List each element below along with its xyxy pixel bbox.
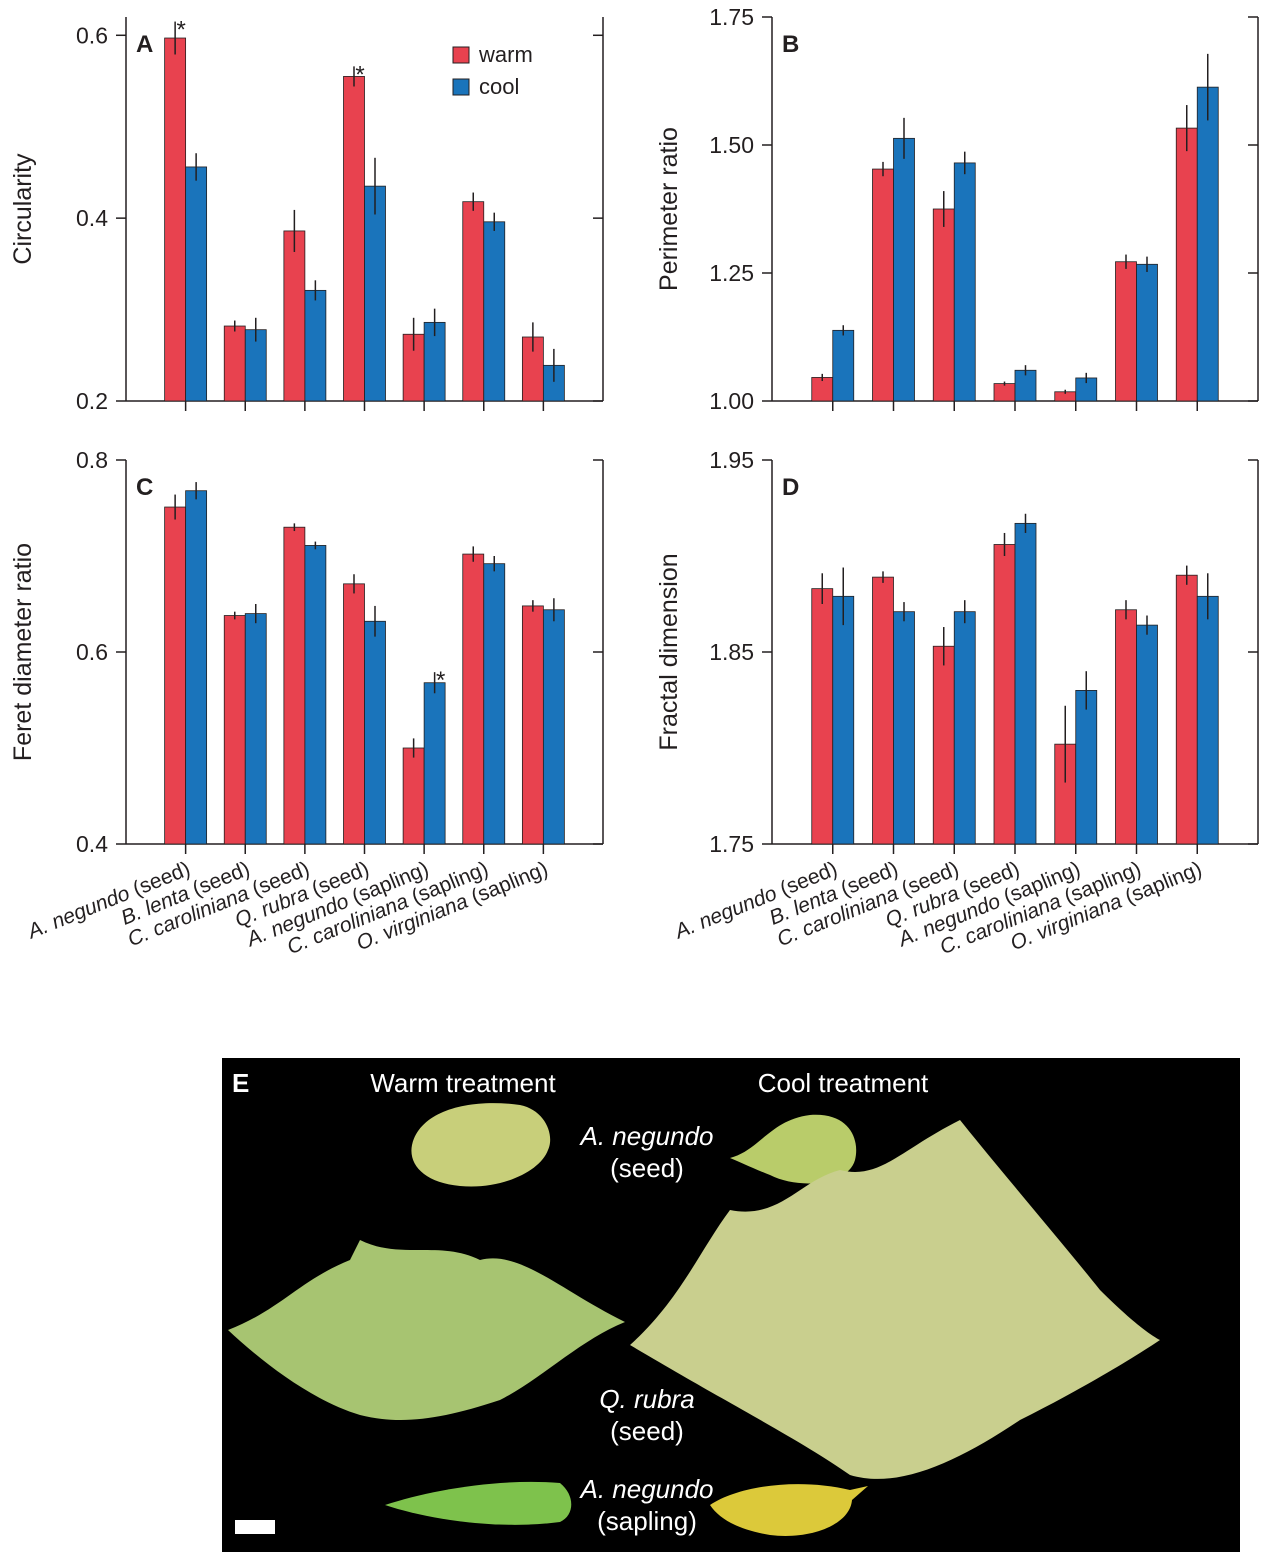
y-axis-label: Circularity — [9, 153, 37, 265]
y-tick-label: 1.75 — [709, 4, 754, 30]
bar — [1015, 523, 1036, 844]
bar — [1197, 596, 1218, 844]
significance-mark: * — [436, 667, 445, 694]
bar — [833, 596, 854, 844]
bar — [894, 612, 915, 844]
column-header: Warm treatment — [370, 1068, 556, 1098]
bar — [165, 507, 186, 844]
panel-label: A — [136, 31, 153, 58]
bar — [403, 748, 424, 844]
species-label: A. negundo — [578, 1474, 713, 1504]
scale-bar — [235, 1520, 275, 1534]
chart-panel: 0.2 0.4 0.6 Circularity A * * warm cool — [9, 17, 603, 414]
bar — [1137, 625, 1158, 844]
bar — [1116, 262, 1137, 401]
bar — [1076, 690, 1097, 844]
legend-label: warm — [478, 42, 533, 67]
stage-label: (seed) — [610, 1153, 684, 1183]
panel-label: C — [136, 474, 153, 501]
y-axis-label: Feret diameter ratio — [9, 543, 37, 761]
photo-panel: E Warm treatment Cool treatment A. negun… — [222, 1058, 1240, 1552]
species-label: Q. rubra — [599, 1384, 694, 1414]
bar — [522, 606, 543, 844]
legend-swatch — [453, 47, 469, 63]
bar — [1176, 575, 1197, 844]
stage-label: (sapling) — [597, 1506, 697, 1536]
y-tick-label: 1.00 — [709, 388, 754, 414]
y-tick-label: 0.6 — [76, 639, 108, 665]
bar — [186, 491, 207, 844]
bar — [463, 202, 484, 401]
bar — [344, 584, 365, 844]
bar — [543, 610, 564, 844]
y-tick-label: 1.85 — [709, 639, 754, 665]
panel-label: E — [232, 1068, 249, 1098]
bar — [954, 163, 975, 401]
bar — [365, 621, 386, 844]
bar — [933, 646, 954, 844]
bar — [305, 290, 326, 401]
bar — [812, 589, 833, 844]
y-tick-label: 1.95 — [709, 447, 754, 473]
bar — [284, 527, 305, 844]
species-label: A. negundo — [578, 1121, 713, 1151]
bar — [305, 545, 326, 844]
significance-mark: * — [176, 17, 185, 44]
significance-mark: * — [355, 61, 364, 88]
bar — [1197, 87, 1218, 401]
bar — [344, 76, 365, 401]
bar — [484, 222, 505, 401]
panel-label: B — [782, 31, 799, 58]
bar — [873, 577, 894, 844]
bar — [224, 616, 245, 844]
bar — [933, 209, 954, 401]
y-tick-label: 1.75 — [709, 831, 754, 857]
y-tick-label: 0.2 — [76, 388, 108, 414]
chart-panel: 1.00 1.25 1.50 1.75 Perimeter ratio B — [655, 4, 1258, 414]
legend-swatch — [453, 79, 469, 95]
y-tick-label: 0.4 — [76, 205, 108, 231]
bar — [463, 554, 484, 844]
bar — [894, 138, 915, 401]
bar — [484, 564, 505, 844]
y-tick-label: 0.8 — [76, 447, 108, 473]
bar — [365, 186, 386, 401]
bar — [284, 231, 305, 401]
y-axis-label: Fractal dimension — [655, 553, 683, 750]
bar — [873, 169, 894, 401]
panel-label: D — [782, 474, 799, 501]
bar — [994, 384, 1015, 401]
bar — [994, 544, 1015, 844]
bar — [245, 614, 266, 844]
stage-label: (seed) — [610, 1416, 684, 1446]
figure: E Warm treatment Cool treatment A. negun… — [0, 0, 1280, 1553]
bar — [1176, 128, 1197, 401]
legend-label: cool — [479, 74, 519, 99]
y-tick-label: 0.6 — [76, 22, 108, 48]
bar — [186, 167, 207, 401]
bar — [224, 326, 245, 401]
bar — [1116, 610, 1137, 844]
y-axis-label: Perimeter ratio — [655, 127, 683, 291]
y-tick-label: 1.25 — [709, 260, 754, 286]
bar — [833, 330, 854, 401]
y-tick-label: 0.4 — [76, 831, 108, 857]
bar — [424, 683, 445, 844]
y-tick-label: 1.50 — [709, 132, 754, 158]
column-header: Cool treatment — [758, 1068, 929, 1098]
bar — [165, 38, 186, 401]
bar — [1137, 264, 1158, 401]
bar — [954, 612, 975, 844]
